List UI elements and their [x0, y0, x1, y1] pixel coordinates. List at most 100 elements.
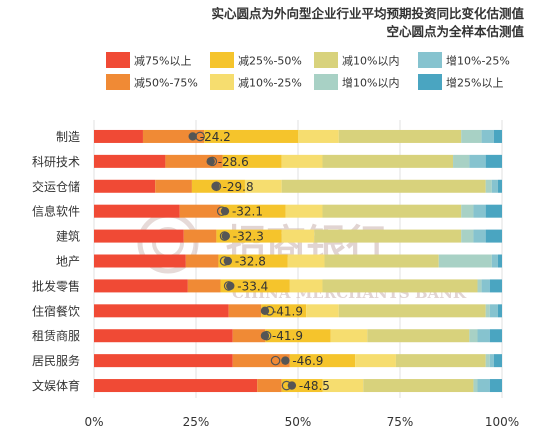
legend-swatch — [210, 52, 234, 68]
legend-label: 增10%-25% — [446, 54, 510, 68]
bar-segment — [94, 129, 143, 143]
bar-segment — [322, 379, 364, 393]
bar-segment — [497, 304, 502, 318]
bar-segment — [481, 129, 494, 143]
bar-segment — [493, 354, 502, 368]
category-label: 文娱体育 — [32, 378, 80, 393]
filled-dot — [260, 306, 270, 316]
dot-value-label: -32.8 — [235, 255, 266, 269]
bar-segment — [453, 154, 470, 168]
bar-segment — [94, 154, 166, 168]
bar-segment — [481, 279, 490, 293]
dot-value-label: -33.4 — [237, 279, 268, 293]
dot-value-label: -32.3 — [233, 230, 264, 244]
dot-value-label: -24.2 — [200, 130, 231, 144]
bar-segment — [94, 179, 156, 193]
bar-segment — [477, 379, 490, 393]
bar-segment — [489, 279, 502, 293]
bar-segment — [485, 204, 502, 218]
bar-segment — [324, 254, 439, 268]
bar-segment — [94, 329, 233, 343]
legend-label: 减10%以内 — [342, 54, 399, 68]
bar-segment — [367, 329, 470, 343]
bar-segment — [355, 354, 396, 368]
bar-segment — [489, 329, 502, 343]
filled-dot — [211, 182, 220, 191]
bar-segment — [485, 304, 490, 318]
category-label: 地产 — [56, 255, 80, 269]
filled-dot — [188, 132, 197, 141]
bar-segment — [497, 179, 502, 193]
dot-value-label: -46.9 — [292, 354, 323, 368]
bar-segment — [185, 254, 219, 268]
dot-value-label: -48.5 — [299, 379, 330, 393]
legend-label: 减50%-75% — [134, 77, 198, 90]
bar-segment — [218, 254, 288, 268]
filled-dot — [220, 206, 230, 216]
bar-segment — [473, 204, 486, 218]
legend-swatch — [106, 74, 130, 90]
category-label: 住宿餐饮 — [32, 303, 80, 318]
category-label: 信息软件 — [32, 204, 80, 219]
x-tick-label: 75% — [387, 415, 414, 429]
bar-segment — [477, 279, 482, 293]
bar-segment — [244, 179, 282, 193]
bar-segment — [220, 279, 290, 293]
bar-segment — [485, 354, 490, 368]
hollow-dot — [270, 355, 281, 366]
bar-segment — [220, 204, 286, 218]
filled-dot — [221, 231, 230, 241]
bar-segment — [289, 279, 323, 293]
bar-segment — [228, 304, 262, 318]
legend-swatch — [418, 74, 442, 90]
bar-segment — [281, 179, 486, 193]
filled-dot — [226, 281, 235, 291]
category-label: 租赁商服 — [32, 328, 80, 343]
filled-dot — [287, 381, 297, 390]
legend-swatch — [418, 52, 442, 68]
bar-segment — [204, 129, 298, 143]
bar-segment — [497, 254, 502, 268]
bar-segment — [489, 354, 494, 368]
dot-area: -24.2 -28.6 -29.8 -32.1 -32.3 -32.8 -33.4 -41.9… — [188, 130, 330, 393]
category-label: 批发零售 — [32, 278, 80, 293]
bar-segment — [298, 129, 339, 143]
chart-title-line-2: 空心圆点为全样本估测值 — [386, 24, 524, 39]
bar-segment — [289, 354, 356, 368]
bar-segment — [485, 154, 502, 168]
bar-segment — [322, 154, 454, 168]
bar-segment — [491, 254, 498, 268]
bar-segment — [438, 254, 492, 268]
bar-segment — [322, 204, 462, 218]
bar-segment — [363, 379, 474, 393]
bar-segment — [485, 229, 502, 243]
bar-segment — [338, 129, 462, 143]
bar-segment — [477, 329, 490, 343]
bar-segment — [491, 179, 498, 193]
bar-segment — [94, 279, 188, 293]
bar-segment — [142, 129, 205, 143]
category-label: 居民服务 — [32, 353, 80, 368]
bar-segment — [493, 129, 502, 143]
bar-segment — [281, 154, 323, 168]
bar-segment — [94, 304, 229, 318]
bar-segment — [306, 304, 339, 318]
legend-swatch — [210, 74, 234, 90]
legend-swatch — [314, 74, 338, 90]
bar-segment — [485, 179, 492, 193]
dot-value-label: -32.1 — [232, 205, 263, 219]
bar-segment — [461, 129, 482, 143]
dot-value-label: -41.9 — [272, 304, 303, 318]
bar-segment — [94, 229, 184, 243]
chart-title: 实心圆点为外向型企业行业平均预期投资同比变化估测值 空心圆点为全样本估测值 — [211, 6, 524, 39]
x-tick-label: 50% — [285, 415, 312, 429]
bar-segment — [94, 204, 180, 218]
bar-segment — [461, 229, 474, 243]
bar-segment — [285, 204, 323, 218]
bar-segment — [338, 304, 486, 318]
bar-area — [94, 129, 502, 393]
legend-swatch — [106, 52, 130, 68]
category-label: 科研技术 — [32, 155, 80, 169]
x-tick-label: 100% — [485, 415, 519, 429]
